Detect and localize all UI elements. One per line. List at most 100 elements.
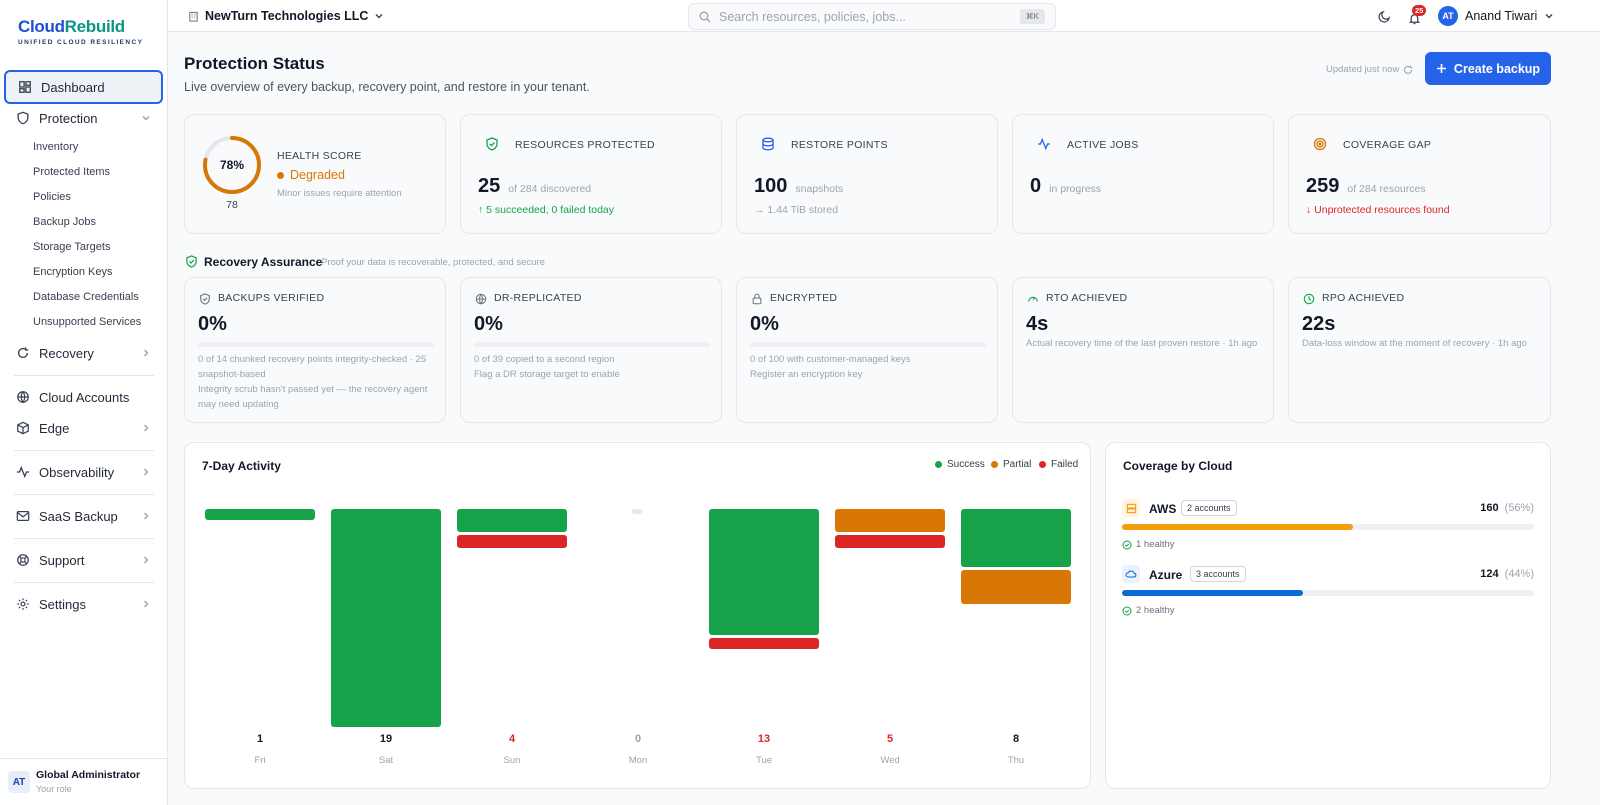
brand-logo[interactable]: CloudRebuild UNIFIED CLOUD RESILIENCY [18,17,143,46]
resources-protected-card[interactable]: RESOURCES PROTECTED 25 of 284 discovered … [460,114,722,234]
sidebar-item-protection[interactable]: Protection [4,101,163,135]
sidebar-item-support[interactable]: Support [4,543,163,577]
healthy-status: 2 healthy [1122,605,1175,616]
user-menu[interactable]: AT Anand Tiwari [1438,5,1554,27]
bar-thu-partial[interactable] [961,570,1071,604]
sidebar-item-observability[interactable]: Observability [4,455,163,489]
coverage-row-aws[interactable]: AWS 2 accounts 160 (56%) 1 healthy [1106,499,1552,559]
cloud-name: AWS [1149,502,1177,516]
dr-replicated-progress [474,342,710,347]
coverage-row-azure[interactable]: Azure 3 accounts 124 (44%) 2 healthy [1106,565,1552,625]
bar-sun-failed[interactable] [457,535,567,548]
health-score-card: 78% 78 HEALTH SCORE Degraded Minor issue… [184,114,446,234]
health-status: Degraded [277,168,345,182]
sidebar-subitem-backup-jobs[interactable]: Backup Jobs [33,216,96,228]
chevron-right-icon [144,556,149,564]
moon-icon[interactable] [1378,10,1391,23]
shield-check-icon [200,293,210,305]
sidebar-item-saas-backup[interactable]: SaaS Backup [4,499,163,533]
active-jobs-card[interactable]: ACTIVE JOBS 0 in progress [1012,114,1274,234]
create-backup-label: Create backup [1453,61,1541,76]
refresh-status[interactable]: Updated just now [1326,64,1413,75]
check-circle-icon [1122,540,1132,549]
sidebar-subitem-protected-items[interactable]: Protected Items [33,166,111,178]
rpo-achieved-card[interactable]: RPO ACHIEVED 22s Data-loss window at the… [1288,277,1551,423]
coverage-gap-value: 259 of 284 resources [1306,175,1426,198]
sidebar-subitem-encryption-keys[interactable]: Encryption Keys [33,266,113,278]
coverage-track [1122,524,1534,530]
dr-replicated-card[interactable]: DR-REPLICATED 0% 0 of 39 copied to a sec… [460,277,722,423]
sidebar-subitem-inventory[interactable]: Inventory [33,141,79,153]
rpo-achieved-label: RPO ACHIEVED [1322,292,1405,304]
search-box[interactable]: ⌘K [688,3,1056,30]
chevron-down-icon [142,116,150,121]
legend-partial: Partial [991,459,1031,470]
backups-verified-card[interactable]: BACKUPS VERIFIED 0% 0 of 14 chunked reco… [184,277,446,423]
percent: (44%) [1504,568,1534,580]
lock-icon [752,293,762,305]
restore-points-foot: → 1.44 TiB stored [754,204,839,216]
value: 259 [1306,175,1340,197]
globe-icon [475,293,487,305]
notifications-button[interactable]: 25 [1408,5,1428,25]
health-status-text: Degraded [290,168,345,182]
resources-protected-value: 25 of 284 discovered [478,175,591,198]
sidebar-item-cloud-accounts[interactable]: Cloud Accounts [4,380,163,414]
suffix: snapshots [795,183,844,195]
page-subtitle: Live overview of every backup, recovery … [184,80,590,94]
sidebar-item-label: Recovery [39,345,94,361]
search-input[interactable] [719,9,1019,24]
bar-sun-success[interactable] [457,509,567,532]
coverage-card: Coverage by Cloud AWS 2 accounts 160 (56%… [1105,442,1551,789]
note-line: Register an encryption key [750,369,863,380]
coverage-title: Coverage by Cloud [1123,459,1233,473]
bar-fri-success[interactable] [205,509,315,520]
activity-icon [1038,137,1050,151]
create-backup-button[interactable]: Create backup [1425,52,1551,85]
chevron-right-icon [144,468,149,476]
rto-achieved-card[interactable]: RTO ACHIEVED 4s Actual recovery time of … [1012,277,1274,423]
resources-protected-foot: ↑ 5 succeeded, 0 failed today [478,204,615,216]
note-line: 0 of 14 chunked recovery points integrit… [198,354,427,380]
legend-success: Success [935,459,985,470]
sidebar-subitem-database-credentials[interactable]: Database Credentials [33,291,139,303]
active-jobs-label: ACTIVE JOBS [1067,139,1139,151]
restore-points-value: 100 snapshots [754,175,843,198]
cloud-name: Azure [1149,568,1183,582]
sidebar-item-edge[interactable]: Edge [4,411,163,445]
sidebar-item-label: Settings [39,596,86,612]
accounts-badge: 2 accounts [1181,500,1237,516]
health-note: Minor issues require attention [277,188,402,199]
plus-icon [1436,64,1446,73]
database-icon [762,137,774,151]
legend-dot [935,461,942,468]
dr-replicated-value: 0% [474,313,503,335]
bar-thu-success[interactable] [961,509,1071,567]
sidebar-item-dashboard[interactable]: Dashboard [4,70,163,104]
sidebar-subitem-unsupported-services[interactable]: Unsupported Services [33,316,142,328]
page-title: Protection Status [184,54,325,73]
search-shortcut: ⌘K [1019,9,1045,24]
shield-check-icon [486,137,498,151]
suffix: of 284 discovered [508,183,592,195]
bar-tue-failed[interactable] [709,638,819,650]
sidebar-subitem-policies[interactable]: Policies [33,191,71,203]
sidebar-item-recovery[interactable]: Recovery [4,336,163,370]
sidebar-item-settings[interactable]: Settings [4,587,163,621]
gear-icon [17,598,29,610]
healthy-status: 1 healthy [1122,539,1175,550]
sidebar-user-role[interactable]: AT Global Administrator Your role [0,758,168,805]
bar-wed-failed[interactable] [835,535,945,548]
day-total-thu: 8 [1012,733,1020,745]
restore-points-card[interactable]: RESTORE POINTS 100 snapshots → 1.44 TiB s… [736,114,998,234]
bar-wed-partial[interactable] [835,509,945,532]
encrypted-card[interactable]: ENCRYPTED 0% 0 of 100 with customer-mana… [736,277,998,423]
lifebuoy-icon [17,554,29,566]
day-label-tue: Tue [755,755,773,766]
sidebar-subitem-storage-targets[interactable]: Storage Targets [33,241,111,253]
coverage-gap-card[interactable]: COVERAGE GAP 259 of 284 resources ↓ Unpro… [1288,114,1551,234]
tenant-selector[interactable]: NewTurn Technologies LLC [188,9,384,23]
bar-tue-success[interactable] [709,509,819,635]
legend-dot [991,461,998,468]
bar-sat-success[interactable] [331,509,441,727]
